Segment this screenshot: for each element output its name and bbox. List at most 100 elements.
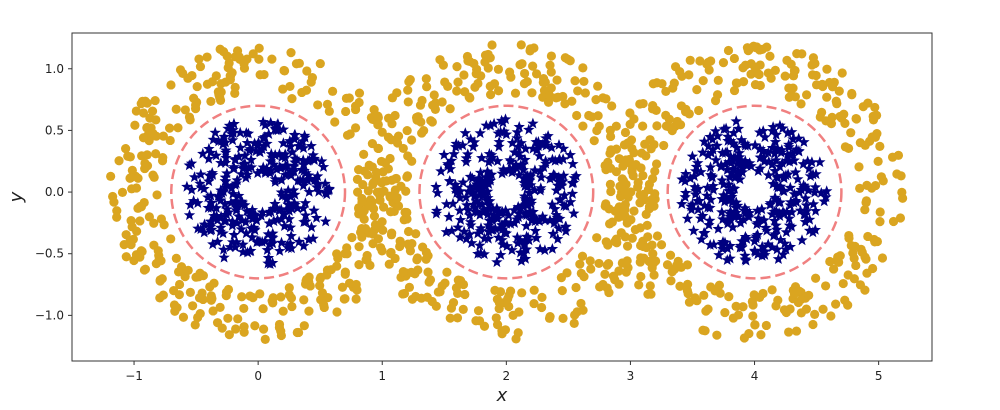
data-point-star bbox=[520, 230, 533, 242]
data-point-circle bbox=[462, 51, 473, 62]
data-point-circle bbox=[637, 148, 647, 158]
data-point-star bbox=[476, 176, 488, 187]
data-point-star bbox=[483, 199, 495, 211]
data-point-circle bbox=[363, 186, 373, 196]
data-point-circle bbox=[699, 290, 709, 300]
data-point-star bbox=[525, 179, 537, 191]
data-point-star bbox=[799, 192, 812, 204]
data-point-star bbox=[269, 176, 281, 187]
data-point-star bbox=[733, 147, 745, 158]
data-point-circle bbox=[718, 58, 729, 68]
data-point-star bbox=[258, 140, 270, 152]
y-tick-label: 0.5 bbox=[45, 123, 64, 137]
data-point-star bbox=[770, 128, 782, 140]
data-point-star bbox=[285, 169, 297, 181]
data-point-circle bbox=[239, 303, 249, 314]
data-point-circle bbox=[373, 234, 384, 244]
data-point-circle bbox=[755, 80, 765, 91]
data-point-star bbox=[251, 235, 264, 247]
data-point-star bbox=[757, 145, 769, 156]
data-point-circle bbox=[473, 78, 483, 89]
data-point-circle bbox=[437, 97, 447, 107]
data-point-star bbox=[268, 215, 280, 227]
data-point-circle bbox=[471, 69, 481, 79]
data-point-star bbox=[237, 246, 249, 257]
data-point-circle bbox=[537, 292, 547, 302]
data-point-circle bbox=[293, 327, 304, 338]
data-point-circle bbox=[393, 131, 404, 141]
data-point-star bbox=[774, 180, 786, 192]
data-point-star bbox=[267, 158, 280, 170]
data-point-star bbox=[319, 177, 331, 189]
data-point-star bbox=[491, 212, 504, 224]
data-point-circle bbox=[231, 324, 241, 334]
data-point-star bbox=[691, 195, 704, 206]
data-point-circle bbox=[656, 240, 667, 250]
data-point-star bbox=[310, 212, 323, 223]
data-point-star bbox=[485, 149, 498, 160]
data-point-star bbox=[777, 248, 789, 260]
data-point-star bbox=[539, 244, 551, 256]
data-point-circle bbox=[459, 70, 469, 80]
data-point-circle bbox=[391, 173, 401, 184]
data-point-star bbox=[538, 161, 550, 173]
data-point-circle bbox=[148, 170, 158, 180]
data-point-circle bbox=[522, 77, 532, 87]
data-point-circle bbox=[635, 223, 645, 233]
data-point-star bbox=[289, 133, 301, 145]
data-point-circle bbox=[363, 170, 373, 180]
data-point-star bbox=[291, 202, 304, 214]
data-point-circle bbox=[770, 65, 780, 75]
data-point-circle bbox=[340, 249, 350, 259]
data-point-circle bbox=[618, 161, 628, 171]
data-point-star bbox=[457, 176, 469, 188]
data-point-star bbox=[226, 182, 238, 194]
data-point-circle bbox=[354, 242, 364, 252]
data-point-star bbox=[766, 208, 778, 220]
data-point-star bbox=[684, 172, 697, 184]
data-point-star bbox=[319, 215, 332, 227]
data-point-star bbox=[504, 154, 516, 166]
data-point-star bbox=[188, 171, 201, 183]
data-point-circle bbox=[379, 202, 389, 212]
data-point-circle bbox=[387, 93, 398, 103]
data-point-circle bbox=[373, 111, 383, 121]
data-point-star bbox=[802, 184, 815, 196]
data-point-circle bbox=[452, 86, 462, 96]
data-point-circle bbox=[171, 253, 181, 263]
data-point-circle bbox=[376, 156, 387, 167]
data-point-star bbox=[184, 198, 197, 210]
data-point-circle bbox=[575, 259, 585, 269]
data-point-circle bbox=[278, 306, 288, 316]
data-point-star bbox=[493, 136, 505, 147]
data-point-star bbox=[508, 204, 520, 216]
data-point-star bbox=[286, 146, 298, 158]
data-point-star bbox=[743, 207, 756, 218]
data-point-star bbox=[568, 172, 580, 183]
data-point-circle bbox=[592, 233, 602, 243]
data-point-star bbox=[319, 186, 332, 198]
data-point-star bbox=[704, 131, 716, 142]
data-point-circle bbox=[268, 298, 278, 308]
data-point-circle bbox=[276, 330, 286, 341]
data-point-star bbox=[301, 174, 314, 186]
data-point-star bbox=[737, 235, 750, 247]
data-point-star bbox=[248, 221, 260, 233]
data-point-circle bbox=[232, 46, 243, 56]
data-point-circle bbox=[854, 162, 864, 172]
data-point-circle bbox=[339, 294, 349, 304]
data-point-star bbox=[474, 239, 486, 251]
data-point-star bbox=[716, 206, 728, 218]
data-point-star bbox=[769, 136, 782, 147]
data-point-circle bbox=[510, 88, 521, 98]
data-point-star bbox=[771, 223, 783, 235]
data-point-circle bbox=[527, 88, 537, 98]
data-point-star bbox=[517, 158, 529, 170]
data-point-star bbox=[782, 168, 794, 180]
data-point-star bbox=[461, 199, 473, 211]
data-point-star bbox=[553, 139, 565, 150]
data-point-circle bbox=[511, 334, 521, 344]
data-point-star bbox=[738, 204, 751, 216]
data-point-circle bbox=[132, 226, 142, 236]
data-point-star bbox=[482, 232, 495, 244]
